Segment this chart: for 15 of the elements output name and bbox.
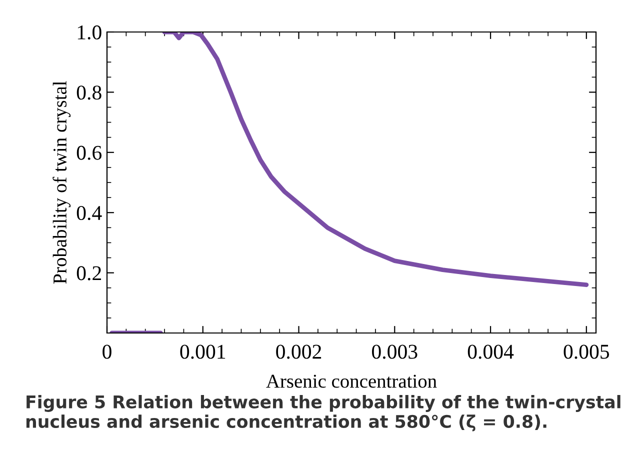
x-tick-label: 0.003 (372, 344, 418, 359)
y-tick-label: 1.0 (78, 25, 102, 40)
x-tick-label: 0.005 (564, 344, 610, 359)
y-tick-label: 0.4 (76, 206, 102, 220)
x-tick-label: 0 (102, 344, 112, 359)
y-tick-label: 0.2 (76, 266, 101, 280)
x-tick-label: 0.001 (180, 344, 226, 359)
x-tick-label: 0.002 (276, 344, 322, 359)
y-tick-label: 0.6 (76, 146, 102, 160)
x-axis-title: Arsenic concentration (266, 374, 437, 388)
caption: Figure 5 Relation between the probability of the twin-crystal nucleus and arsenic concentration at 580°C (ζ = 0.8). (26, 395, 620, 432)
y-tick-label: 0.8 (76, 86, 102, 100)
line-series (162, 32, 589, 288)
x-tick-label: 0.004 (468, 344, 514, 359)
y-axis-title: Probability of twin crystal (52, 81, 71, 284)
